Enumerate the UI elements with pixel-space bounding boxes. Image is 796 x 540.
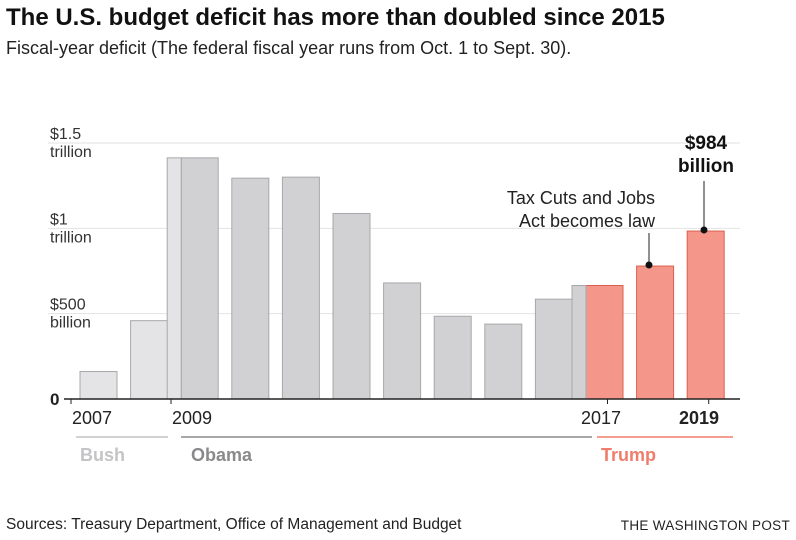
bar-2010 [231,177,270,400]
y-tick-label: billion [50,315,91,332]
y-tick-label: $1.5 [50,126,81,143]
president-label-bush: Bush [80,445,125,465]
bar-2014 [433,315,472,400]
bar-2019 [686,230,725,400]
source-note: Sources: Treasury Department, Office of … [6,516,462,533]
annotation-dot [700,226,708,234]
annotation-value-label: billion [678,156,734,177]
bar-2017 [585,285,624,400]
x-tick-label-2007: 2007 [72,408,112,428]
bar-2012 [332,212,371,400]
bar-2017-prior-share [571,285,587,400]
y-tick-label: trillion [50,229,92,246]
annotation-text: Tax Cuts and Jobs [507,188,655,208]
bar-2008 [130,320,169,400]
x-tick-label-2009: 2009 [172,408,212,428]
y-tick-label: $1 [50,211,68,228]
bar-2011 [281,176,320,400]
bar-2016 [534,298,573,400]
annotation-text: Act becomes law [519,211,656,231]
chart-title: The U.S. budget deficit has more than do… [6,4,665,31]
president-label-obama: Obama [191,445,253,465]
bar-2013 [383,282,422,400]
y-tick-label: $500 [50,297,86,314]
publisher-logo: THE WASHINGTON POST [620,518,790,533]
president-label-trump: Trump [601,445,656,465]
x-tick-label-2019: 2019 [679,408,719,428]
bar-2009 [180,157,219,400]
bar-2015 [484,323,523,400]
y-tick-label: trillion [50,144,92,161]
annotation-dot [645,261,653,269]
bar-2018 [636,265,675,400]
y-tick-label: 0 [50,390,59,409]
chart-subtitle: Fiscal-year deficit (The federal fiscal … [6,38,572,58]
bar-2009-prior-share [166,157,182,400]
x-tick-label-2017: 2017 [581,408,621,428]
bar-2007 [79,371,118,400]
annotation-value-label: $984 [685,133,728,154]
